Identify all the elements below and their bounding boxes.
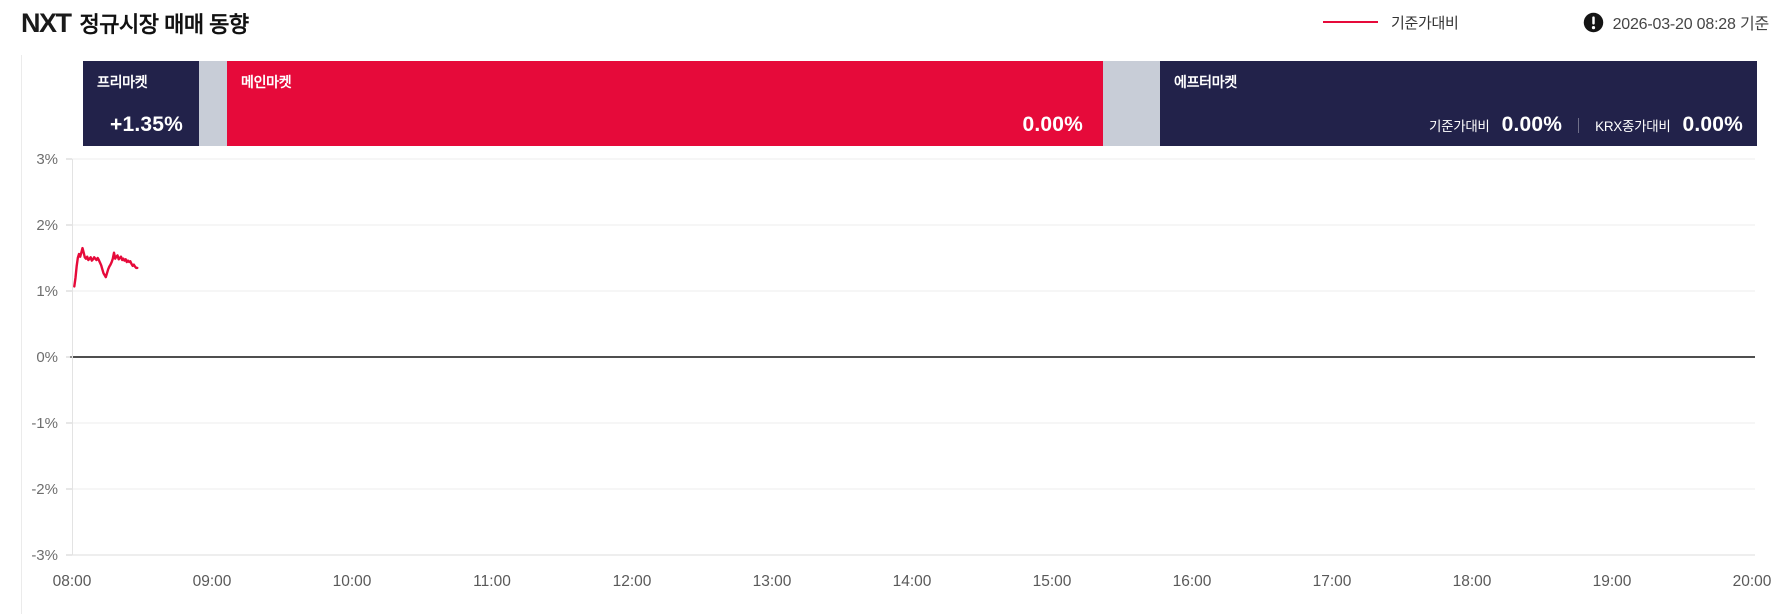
- segment-premarket-value: +1.35%: [109, 113, 183, 136]
- segment-premarket-label: 프리마켓: [97, 74, 148, 90]
- segment-aftermarket: 에프터마켓 기준가대비 0.00% KRX종가대비 0.00%: [1160, 61, 1757, 146]
- aftermarket-metrics: 기준가대비 0.00% KRX종가대비 0.00%: [1174, 113, 1743, 137]
- segment-mainmarket-value: 0.00%: [1022, 113, 1083, 136]
- nxt-logo: NXT: [21, 8, 72, 38]
- header: NXT 정규시장 매매 동향 기준가대비 2026-03-20 08:28 기준: [0, 0, 1776, 55]
- segment-mainmarket: 메인마켓 0.00%: [227, 61, 1103, 146]
- market-session-bar: 프리마켓 +1.35% 메인마켓 0.00% 에프터마켓 기준가대비 0.00%…: [83, 61, 1757, 146]
- aftermarket-metric-label: 기준가대비: [1428, 119, 1490, 134]
- timestamp: 2026-03-20 08:28 기준: [1612, 16, 1770, 33]
- metric-divider: [1578, 117, 1580, 133]
- segment-aftermarket-label: 에프터마켓: [1174, 74, 1237, 90]
- legend-line-icon: [1323, 21, 1378, 23]
- page-title: 정규시장 매매 동향: [79, 12, 250, 37]
- legend: 기준가대비: [1323, 0, 1459, 44]
- aftermarket-metric-label: KRX종가대비: [1595, 119, 1671, 134]
- segment-premarket: 프리마켓 +1.35%: [83, 61, 199, 146]
- segment-gap: [199, 61, 227, 146]
- info-icon[interactable]: [1583, 12, 1604, 33]
- page-title-group: NXT 정규시장 매매 동향: [21, 7, 249, 39]
- timestamp-group: 2026-03-20 08:28 기준: [1583, 0, 1769, 44]
- aftermarket-metric-value: 0.00%: [1501, 113, 1563, 136]
- chart-board: [21, 55, 1776, 614]
- segment-gap: [1103, 61, 1160, 146]
- legend-label: 기준가대비: [1391, 14, 1459, 32]
- segment-mainmarket-label: 메인마켓: [241, 74, 292, 90]
- aftermarket-metric-value: 0.00%: [1682, 113, 1743, 136]
